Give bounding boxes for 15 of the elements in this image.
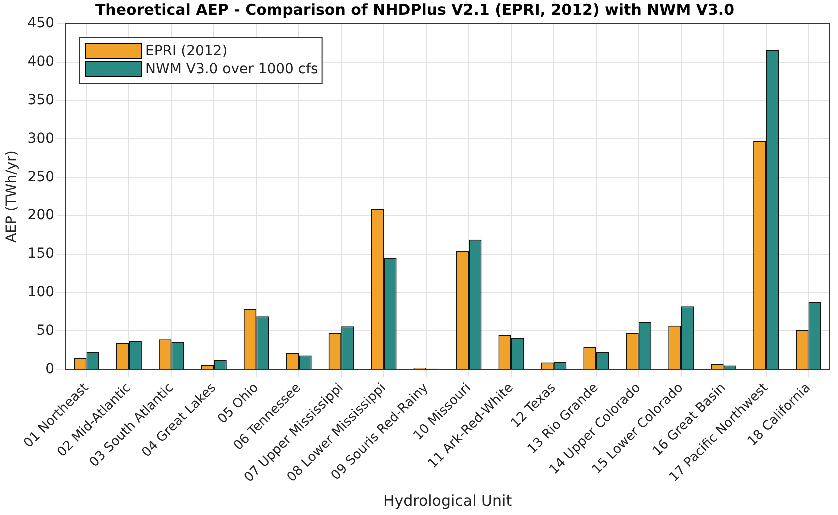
y-tick-label: 250 (28, 169, 55, 186)
x-axis-title: Hydrological Unit (383, 492, 512, 510)
y-tick-label: 400 (28, 54, 55, 70)
y-tick-label: 50 (36, 322, 55, 339)
legend-label: NWM V3.0 over 1000 cfs (146, 62, 318, 78)
chart-title: Theoretical AEP - Comparison of NHDPlus V2.1 (EPRI, 2012) with NWM V3.0 (95, 0, 735, 19)
y-tick-label: 100 (28, 284, 55, 300)
y-tick-label: 0 (46, 361, 55, 378)
y-tick-label: 350 (28, 92, 55, 108)
y-axis-title: AEP (TWh/yr) (4, 150, 20, 243)
y-tick-label: 150 (28, 246, 55, 262)
y-tick-label: 450 (28, 16, 55, 32)
y-tick-label: 200 (28, 208, 55, 224)
legend-label: EPRI (2012) (146, 44, 228, 60)
y-tick-label: 300 (28, 130, 55, 147)
